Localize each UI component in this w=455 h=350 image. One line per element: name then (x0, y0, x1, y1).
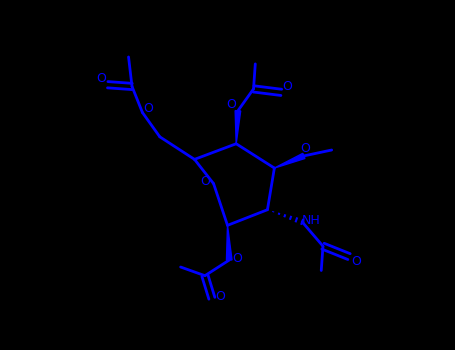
Polygon shape (235, 111, 241, 144)
Text: O: O (216, 290, 226, 303)
Text: O: O (96, 72, 106, 85)
Text: O: O (283, 79, 293, 93)
Text: O: O (301, 142, 311, 155)
Text: O: O (351, 255, 361, 268)
Text: NH: NH (302, 214, 321, 227)
Text: O: O (144, 102, 154, 115)
Polygon shape (227, 225, 232, 260)
Text: O: O (232, 252, 242, 265)
Text: O: O (200, 175, 210, 188)
Text: O: O (226, 98, 236, 111)
Polygon shape (274, 153, 305, 168)
